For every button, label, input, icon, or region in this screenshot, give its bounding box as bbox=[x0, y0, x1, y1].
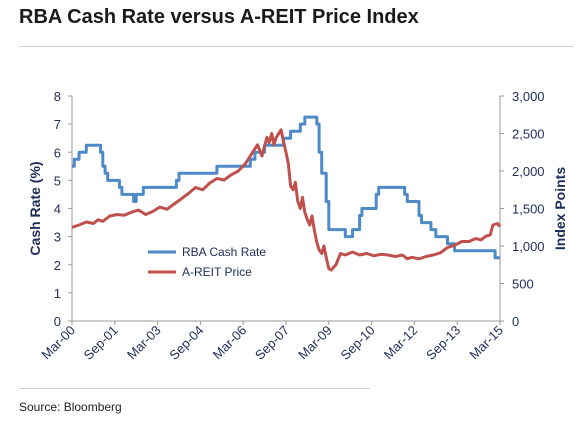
right-tick-label: 0 bbox=[512, 314, 519, 329]
left-tick-label: 1 bbox=[54, 286, 61, 301]
x-tick-label: Mar-12 bbox=[381, 323, 421, 363]
left-tick-label: 0 bbox=[54, 314, 61, 329]
left-tick-label: 8 bbox=[54, 89, 61, 104]
source-note: Source: Bloomberg bbox=[19, 400, 122, 414]
legend-label: RBA Cash Rate bbox=[182, 245, 266, 259]
left-tick-label: 2 bbox=[54, 258, 61, 273]
left-tick-label: 3 bbox=[54, 230, 61, 245]
x-tick-label: Sep-07 bbox=[252, 323, 292, 363]
source-divider bbox=[19, 388, 370, 389]
x-tick-label: Mar-09 bbox=[295, 323, 335, 363]
left-tick-label: 7 bbox=[54, 117, 61, 132]
right-tick-label: 1,000 bbox=[512, 239, 545, 254]
right-tick-label: 3,000 bbox=[512, 89, 545, 104]
legend-item-a-reit-price: A-REIT Price bbox=[148, 265, 252, 279]
x-tick-label: Mar-03 bbox=[124, 323, 164, 363]
y-axis-right-label: Index Points bbox=[552, 167, 568, 250]
left-tick-label: 6 bbox=[54, 145, 61, 160]
x-tick-label: Sep-01 bbox=[81, 323, 121, 363]
chart-title: RBA Cash Rate versus A-REIT Price Index bbox=[19, 6, 419, 28]
legend: RBA Cash Rate A-REIT Price bbox=[148, 245, 266, 279]
x-tick-label: Sep-10 bbox=[337, 323, 377, 363]
series-line-rba-cash-rate bbox=[72, 115, 500, 260]
legend-item-rba-cash-rate: RBA Cash Rate bbox=[148, 245, 266, 259]
right-tick-label: 1,500 bbox=[512, 202, 545, 217]
right-tick-label: 2,500 bbox=[512, 127, 545, 142]
x-tick-label: Sep-13 bbox=[423, 323, 463, 363]
left-tick-label: 5 bbox=[54, 173, 61, 188]
right-tick-label: 2,000 bbox=[512, 164, 545, 179]
left-tick-label: 4 bbox=[54, 202, 61, 217]
title-divider bbox=[19, 46, 574, 47]
x-tick-label: Mar-06 bbox=[210, 323, 250, 363]
x-tick-label: Sep-04 bbox=[166, 323, 206, 363]
x-tick-label: Mar-15 bbox=[466, 323, 506, 363]
legend-label: A-REIT Price bbox=[182, 265, 252, 279]
series-line-a-reit-price bbox=[71, 128, 502, 272]
right-tick-label: 500 bbox=[512, 277, 534, 292]
series-layer bbox=[71, 115, 502, 272]
y-axis-left-label: Cash Rate (%) bbox=[27, 161, 43, 255]
